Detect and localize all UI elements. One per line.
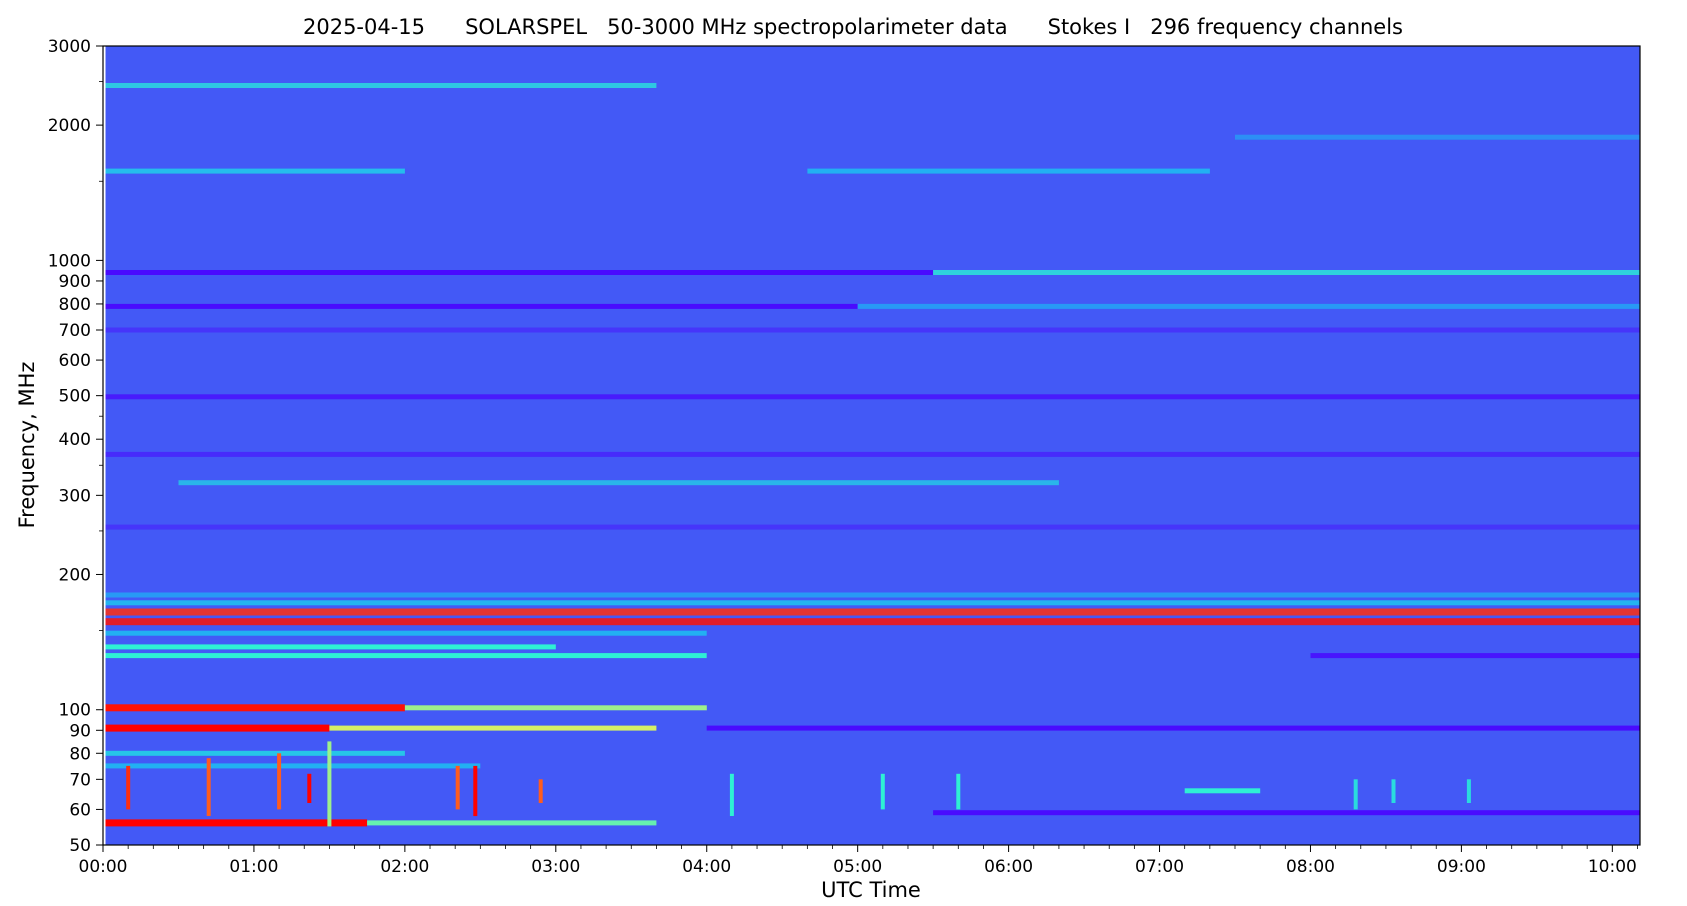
band-370mhz-10 — [105, 451, 1640, 457]
x-tick-label: 09:00 — [1437, 857, 1486, 877]
y-axis-label: Frequency, MHz — [15, 362, 39, 529]
x-tick-label: 10:00 — [1588, 857, 1637, 877]
burst-0510 — [880, 773, 885, 810]
band-940mhz-4 — [105, 270, 934, 275]
band-1580mhz-2 — [807, 168, 1210, 174]
band-66mhz-31 — [1184, 788, 1261, 794]
x-tick-label: 06:00 — [984, 857, 1033, 877]
spectrogram-features — [105, 83, 1640, 827]
burst-0228 — [473, 765, 478, 817]
band-1580mhz-1 — [105, 168, 405, 174]
burst-0122 — [307, 773, 312, 803]
y-tick-label: 500 — [59, 387, 91, 407]
band-75mhz-27 — [105, 763, 481, 769]
burst-0010 — [126, 765, 131, 810]
band-320mhz-11 — [178, 480, 1059, 486]
band-138mhz-18 — [105, 644, 556, 650]
y-tick-label: 300 — [59, 486, 91, 506]
x-tick-label: 04:00 — [682, 857, 731, 877]
spectrogram-background — [105, 46, 1641, 845]
burst-0833 — [1391, 779, 1396, 803]
burst-0042 — [206, 758, 211, 816]
band-80mhz-26 — [105, 750, 405, 756]
burst-0903 — [1466, 779, 1471, 803]
y-tick-label: 50 — [69, 836, 91, 856]
y-tick-label: 1000 — [48, 251, 91, 271]
band-132mhz-20 — [1310, 653, 1640, 659]
x-tick-label: 01:00 — [229, 857, 278, 877]
y-tick-label: 100 — [59, 701, 91, 721]
burst-0540 — [956, 773, 961, 810]
burst-0221 — [455, 765, 460, 810]
band-59mhz-30 — [933, 810, 1640, 816]
band-255mhz-12 — [105, 524, 1640, 530]
band-91mhz-23 — [105, 724, 330, 732]
chart-title: 2025-04-15 SOLARSPEL 50-3000 MHz spectro… — [303, 15, 1403, 39]
band-91mhz-25 — [706, 725, 1640, 731]
y-tick-label: 3000 — [48, 37, 91, 57]
band-700mhz-8 — [105, 327, 1640, 333]
band-165mhz-15 — [105, 608, 1640, 616]
y-tick-label: 900 — [59, 272, 91, 292]
band-497mhz-9 — [105, 394, 1640, 400]
band-790mhz-6 — [105, 303, 858, 309]
x-tick-label: 08:00 — [1286, 857, 1335, 877]
y-tick-label: 90 — [69, 721, 91, 741]
x-tick-label: 03:00 — [531, 857, 580, 877]
burst-0254 — [538, 779, 543, 803]
band-790mhz-7 — [857, 303, 1640, 309]
x-tick-label: 07:00 — [1135, 857, 1184, 877]
band-157mhz-16 — [105, 618, 1640, 626]
y-tick-label: 2000 — [48, 116, 91, 136]
band-91mhz-24 — [329, 725, 657, 731]
band-101mhz-21 — [105, 704, 405, 712]
band-940mhz-5 — [933, 270, 1640, 275]
burst-0410 — [729, 773, 734, 816]
x-axis: 00:00 01:00 02:00 03:00 04:00 05:00 06:00 07:00… — [79, 845, 1638, 877]
x-axis-label: UTC Time — [821, 878, 921, 902]
band-56mhz-28 — [105, 819, 368, 827]
band-101mhz-22 — [404, 705, 707, 711]
y-tick-label: 700 — [59, 321, 91, 341]
burst-0110 — [277, 753, 282, 810]
y-tick-label: 200 — [59, 565, 91, 585]
band-56mhz-29 — [367, 820, 657, 826]
y-tick-label: 60 — [69, 800, 91, 820]
burst-0818 — [1353, 779, 1358, 810]
band-148mhz-17 — [105, 630, 707, 636]
y-tick-label: 70 — [69, 770, 91, 790]
x-tick-label: 02:00 — [380, 857, 429, 877]
band-173mhz-14 — [105, 600, 1640, 606]
band-1880mhz-3 — [1235, 134, 1640, 140]
x-tick-label: 05:00 — [833, 857, 882, 877]
band-180mhz-13 — [105, 592, 1640, 598]
y-tick-label: 800 — [59, 295, 91, 315]
y-tick-label: 600 — [59, 351, 91, 371]
y-tick-label: 400 — [59, 430, 91, 450]
y-tick-label: 80 — [69, 744, 91, 764]
burst-0130 — [327, 741, 332, 827]
band-132mhz-19 — [105, 653, 707, 659]
plot-frame — [102, 45, 1641, 846]
x-tick-label: 00:00 — [79, 857, 128, 877]
band-2450mhz-0 — [105, 83, 657, 88]
